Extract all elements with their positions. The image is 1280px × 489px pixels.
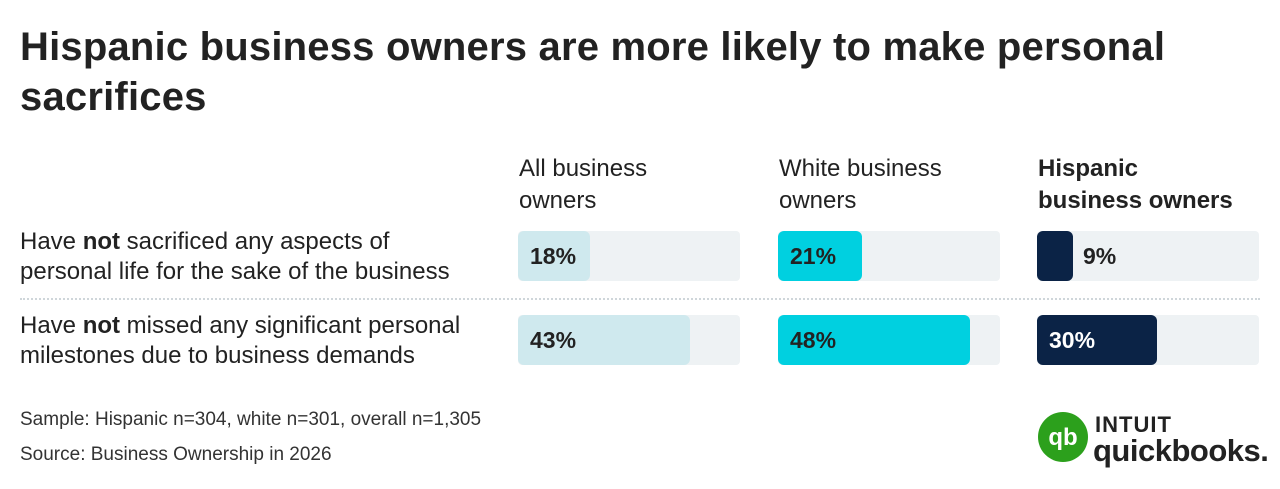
column-header-line-2: owners bbox=[519, 187, 597, 214]
sample-note: Sample: Hispanic n=304, white n=301, ove… bbox=[20, 409, 482, 430]
value-label-hispanic-row-2: 30% bbox=[1049, 327, 1096, 353]
column-header-all-business-owners: All business owners bbox=[519, 153, 647, 217]
row-label-text: Have bbox=[20, 312, 83, 339]
row-label-text: Have bbox=[20, 228, 83, 255]
logo-mark: qb bbox=[1048, 424, 1077, 451]
row-label-text: missed any significant personal bbox=[120, 312, 461, 339]
row-label-line-1: Have not sacrificed any aspects of bbox=[20, 227, 450, 257]
bar-track-hispanic-row-1: 9% bbox=[1037, 231, 1259, 281]
column-header-line-2: owners bbox=[779, 187, 857, 214]
bar-track-all-row-1: 18% bbox=[518, 231, 740, 281]
row-label-text: sacrificed any aspects of bbox=[120, 228, 390, 255]
bar-track-white-row-2: 48% bbox=[778, 315, 1000, 365]
logo-circle-bg bbox=[1038, 412, 1088, 462]
bar-white-row-2 bbox=[778, 315, 970, 365]
row-label-emphasis: not bbox=[82, 228, 121, 255]
bar-track-hispanic-row-2: 30% bbox=[1037, 315, 1259, 365]
bar-all-row-2 bbox=[518, 315, 690, 365]
column-header-line-1: White business bbox=[779, 155, 942, 182]
quickbooks-wordmark: quickbooks. bbox=[1093, 433, 1269, 468]
bar-white-row-1 bbox=[778, 231, 862, 281]
chart-title: Hispanic business owners are more likely… bbox=[20, 25, 1166, 119]
row-label-line-2: milestones due to business demands bbox=[20, 342, 415, 369]
value-label-white-row-2: 48% bbox=[790, 327, 837, 353]
row-label-line-1: Have not missed any significant personal bbox=[20, 311, 460, 341]
column-header-line-1: All business bbox=[519, 155, 648, 182]
quickbooks-logo: qb INTUIT quickbooks. bbox=[1038, 412, 1269, 470]
column-header-line-2: business owners bbox=[1038, 187, 1233, 214]
row-label-line-2: personal life for the sake of the busine… bbox=[20, 258, 450, 285]
column-header-white-business-owners: White business owners bbox=[779, 153, 942, 217]
intuit-wordmark: INTUIT bbox=[1095, 412, 1172, 437]
bar-track-all-row-2: 43% bbox=[518, 315, 740, 365]
source-note: Source: Business Ownership in 2026 bbox=[20, 444, 332, 465]
row-divider bbox=[20, 298, 1260, 300]
bar-all-row-1 bbox=[518, 231, 590, 281]
row-label-not-sacrificed: Have not sacrificed any aspects of perso… bbox=[20, 227, 450, 287]
column-header-line-1: Hispanic bbox=[1038, 155, 1139, 182]
row-label-emphasis: not bbox=[82, 312, 121, 339]
bar-hispanic-row-1 bbox=[1037, 231, 1073, 281]
value-label-all-row-1: 18% bbox=[530, 243, 577, 269]
row-label-not-missed-milestones: Have not missed any significant personal… bbox=[20, 311, 460, 371]
column-header-hispanic-business-owners: Hispanic business owners bbox=[1038, 153, 1233, 217]
bar-track-white-row-1: 21% bbox=[778, 231, 1000, 281]
bar-hispanic-row-2 bbox=[1037, 315, 1157, 365]
quickbooks-logo-icon: qb bbox=[1038, 412, 1088, 462]
value-label-white-row-1: 21% bbox=[790, 243, 837, 269]
value-label-hispanic-row-1: 9% bbox=[1083, 243, 1117, 269]
value-label-all-row-2: 43% bbox=[530, 327, 577, 353]
